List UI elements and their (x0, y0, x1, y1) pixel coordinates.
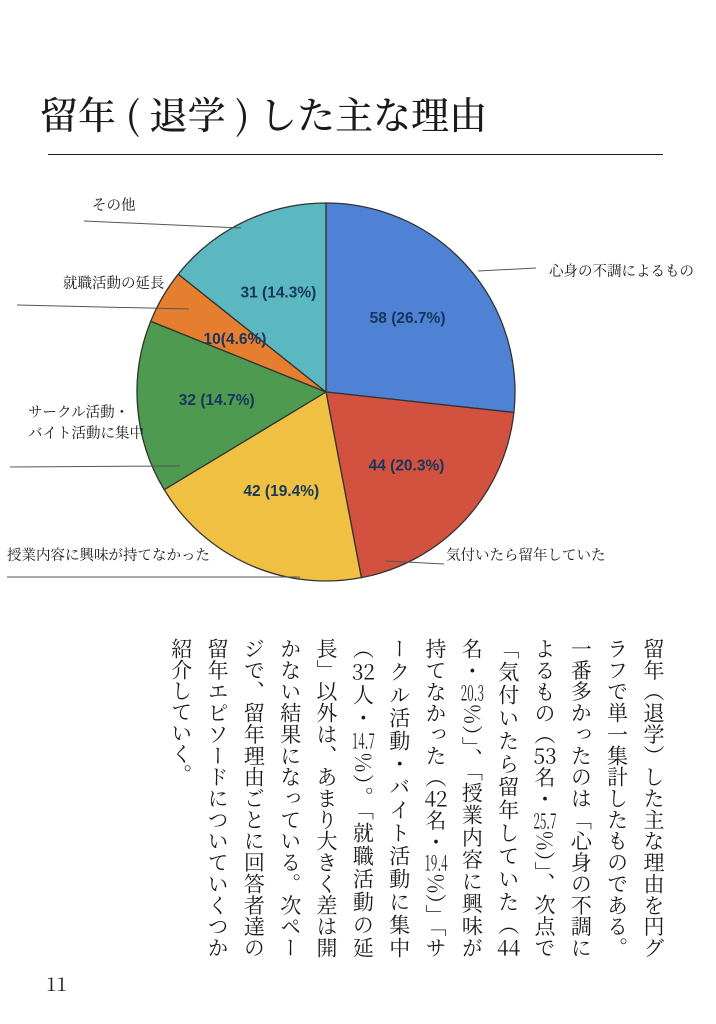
svg-text:44 (20.3%): 44 (20.3%) (369, 457, 445, 474)
svg-text:就職活動の延長: 就職活動の延長 (63, 272, 165, 293)
svg-text:10(4.6%): 10(4.6%) (204, 331, 267, 348)
svg-text:バイト活動に集中: バイト活動に集中 (28, 422, 144, 443)
svg-text:31 (14.3%): 31 (14.3%) (240, 284, 316, 301)
svg-text:授業内容に興味が持てなかった: 授業内容に興味が持てなかった (7, 544, 210, 565)
svg-text:32 (14.7%): 32 (14.7%) (179, 392, 255, 409)
svg-text:その他: その他 (92, 194, 136, 215)
svg-text:気付いたら留年していた: 気付いたら留年していた (446, 544, 606, 565)
svg-text:58 (26.7%): 58 (26.7%) (370, 310, 446, 327)
svg-text:42 (19.4%): 42 (19.4%) (243, 483, 319, 500)
svg-text:サークル活動・: サークル活動・ (28, 401, 129, 422)
svg-text:心身の不調によるもの: 心身の不調によるもの (549, 260, 694, 281)
